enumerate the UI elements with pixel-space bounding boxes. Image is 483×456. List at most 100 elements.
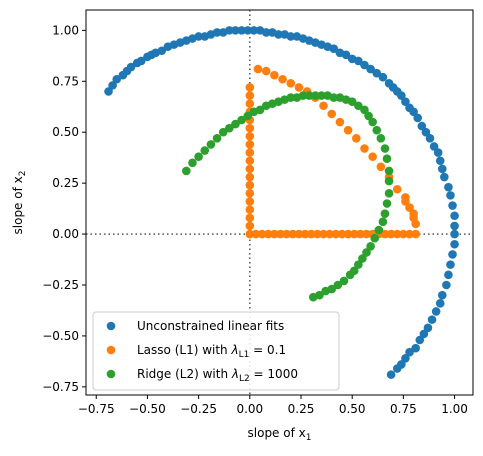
data-point xyxy=(274,30,283,39)
data-point xyxy=(343,229,353,239)
data-point xyxy=(366,64,375,74)
data-point xyxy=(446,191,455,200)
data-point xyxy=(245,164,255,174)
data-point xyxy=(112,74,122,84)
data-point xyxy=(380,144,390,153)
data-point xyxy=(450,229,459,239)
data-point xyxy=(257,229,267,239)
data-point xyxy=(358,254,367,263)
data-point xyxy=(182,166,191,176)
data-point xyxy=(392,229,402,239)
data-point xyxy=(401,97,410,106)
data-point xyxy=(384,176,394,186)
legend-marker xyxy=(106,345,116,355)
legend-label: Lasso (L1) with λL1 = 0.1 xyxy=(137,343,286,360)
data-point xyxy=(399,229,408,239)
data-point xyxy=(278,74,287,84)
data-point xyxy=(354,260,363,269)
y-tick-label: −0.75 xyxy=(42,380,79,394)
data-point xyxy=(263,229,273,239)
data-point xyxy=(444,182,453,192)
x-tick-label: −0.25 xyxy=(180,402,217,416)
y-tick-label: −0.50 xyxy=(42,329,79,343)
data-point xyxy=(382,154,392,164)
y-tick-label: 0.75 xyxy=(52,74,79,88)
legend-marker xyxy=(106,321,116,331)
data-point xyxy=(376,134,386,143)
y-tick-label: −0.25 xyxy=(42,278,79,292)
data-point xyxy=(270,70,279,80)
data-point xyxy=(108,81,117,90)
data-point xyxy=(376,162,386,172)
data-point xyxy=(136,56,146,66)
data-point xyxy=(362,248,371,257)
data-point xyxy=(311,91,320,100)
data-point xyxy=(360,105,369,115)
data-point xyxy=(218,127,228,137)
data-point xyxy=(415,335,425,345)
data-point xyxy=(245,148,255,157)
legend-marker xyxy=(106,369,116,379)
data-point xyxy=(313,229,322,239)
data-point xyxy=(325,229,334,239)
legend-item: Unconstrained linear fits xyxy=(106,319,284,333)
data-point xyxy=(245,91,255,100)
data-point xyxy=(405,347,414,357)
data-point xyxy=(321,286,330,296)
data-point xyxy=(253,64,263,74)
data-point xyxy=(126,62,136,72)
data-point xyxy=(237,115,246,125)
data-point xyxy=(435,299,445,308)
data-point xyxy=(448,250,457,259)
data-point xyxy=(333,280,343,290)
data-point xyxy=(245,221,255,231)
x-tick-label: 1.00 xyxy=(441,402,468,416)
data-point xyxy=(245,205,255,214)
data-point xyxy=(431,307,441,316)
data-point xyxy=(194,152,203,161)
x-tick-label: 0.75 xyxy=(390,402,417,416)
data-point xyxy=(255,105,265,115)
data-point xyxy=(427,315,437,324)
data-point xyxy=(411,343,420,353)
data-point xyxy=(382,199,392,208)
data-point xyxy=(261,66,271,76)
data-point xyxy=(245,99,255,109)
y-tick-label: 0.25 xyxy=(52,176,79,190)
data-point xyxy=(360,144,369,153)
x-axis-label-subscript: 1 xyxy=(306,433,312,443)
data-point xyxy=(212,134,222,143)
plot-frame xyxy=(85,9,474,396)
data-point xyxy=(384,166,394,176)
data-point xyxy=(384,189,394,198)
data-point xyxy=(319,101,328,111)
data-point xyxy=(335,117,345,127)
data-point xyxy=(343,125,353,135)
data-point xyxy=(245,213,255,223)
data-point xyxy=(245,140,255,149)
data-point xyxy=(286,32,296,41)
data-point xyxy=(429,142,439,151)
data-point xyxy=(304,91,314,100)
data-point xyxy=(249,26,259,35)
data-point xyxy=(341,50,351,60)
data-point xyxy=(245,229,255,239)
data-point xyxy=(437,290,447,300)
data-point xyxy=(364,111,373,121)
data-point xyxy=(413,113,423,123)
data-point xyxy=(194,32,203,41)
data-point xyxy=(450,211,459,221)
data-point xyxy=(351,134,361,143)
data-point xyxy=(345,270,355,280)
data-point xyxy=(157,46,167,56)
data-point xyxy=(225,123,234,133)
data-point xyxy=(245,180,255,190)
data-point xyxy=(206,140,216,149)
data-point xyxy=(282,229,291,239)
data-point xyxy=(286,93,296,102)
data-point xyxy=(245,172,255,182)
y-axis-label: slope of x2 xyxy=(11,171,28,235)
data-point xyxy=(397,91,406,100)
data-point xyxy=(243,111,253,121)
data-point xyxy=(405,229,414,239)
